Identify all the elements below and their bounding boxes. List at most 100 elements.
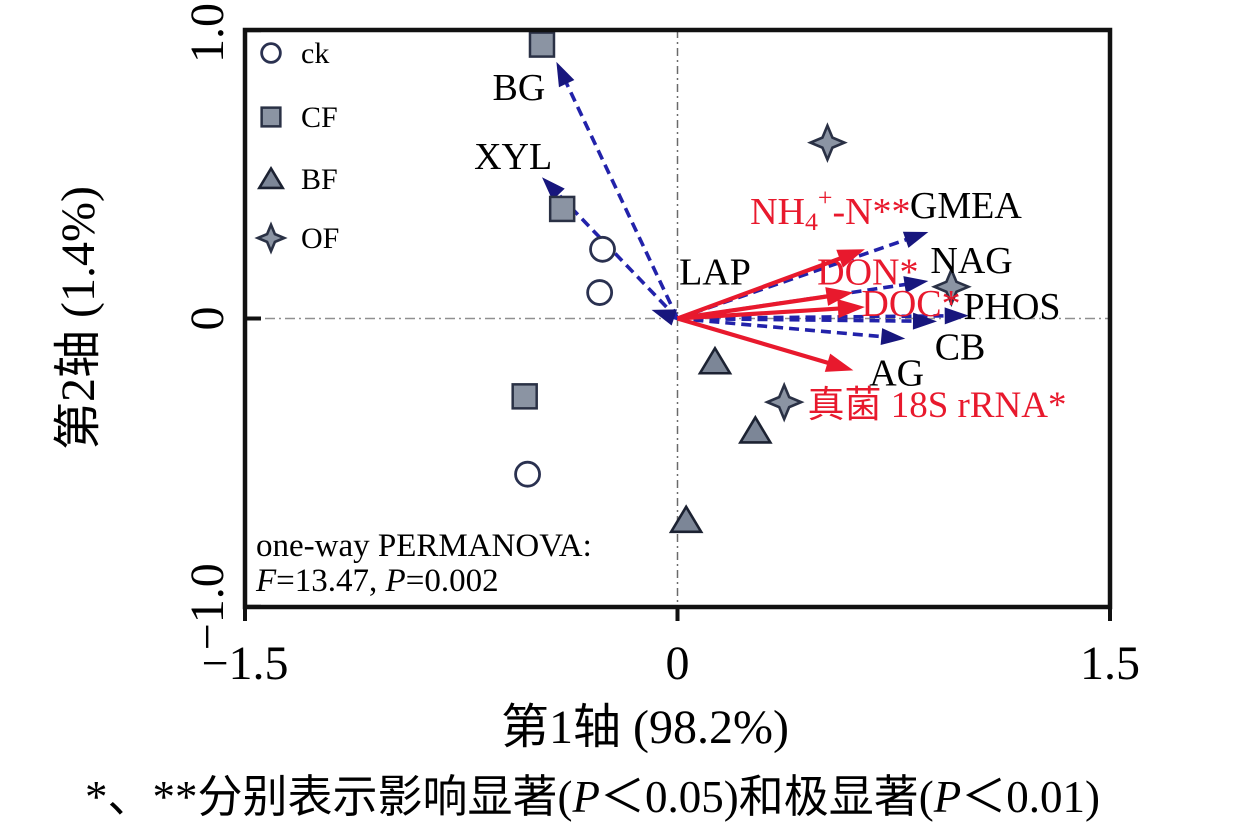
vector-GMEA-head xyxy=(902,231,929,248)
vector-label-CB-part: CB xyxy=(935,326,986,368)
x-tick-label--1.5: −1.5 xyxy=(201,637,288,690)
y-tick-label-0-part: 0 xyxy=(181,307,234,331)
data-point-BF-1 xyxy=(697,345,733,375)
x-tick-label-1.5: 1.5 xyxy=(1080,637,1140,690)
legend-marker-CF xyxy=(260,106,282,128)
permanova-line1: one-way PERMANOVA: xyxy=(256,528,592,564)
vector-DOC-shaft xyxy=(677,306,845,321)
vector-label-NAG-part: NAG xyxy=(930,240,1012,282)
data-point-BF-3 xyxy=(668,504,704,534)
permanova-line2-part: P xyxy=(385,563,406,599)
x-tick-label--1.5-part: −1.5 xyxy=(201,637,288,690)
vector-NH4-N-head xyxy=(836,249,865,268)
x-tick-label-1.5-part: 1.5 xyxy=(1080,637,1140,690)
vector-NH4-N-shaft xyxy=(676,254,847,321)
legend-label-ck: ck xyxy=(301,37,329,70)
vector-DON-shaft xyxy=(677,293,834,321)
vector-CB-head xyxy=(912,312,937,330)
vector-label-LAP: LAP xyxy=(679,251,751,293)
permanova-line2: F=13.47, P=0.002 xyxy=(255,563,499,599)
vector-BG-head xyxy=(556,61,575,88)
significance-footnote-part: P xyxy=(933,772,962,822)
vector-label-NH4-N-part: + xyxy=(818,182,833,211)
x-tick-label-0: 0 xyxy=(666,637,690,690)
data-point-CF-2 xyxy=(548,195,576,223)
y-tick-label-1-part: 1.0 xyxy=(181,3,234,63)
y-tick-label-0: 0 xyxy=(181,307,234,331)
vector-label-AG-part: AG xyxy=(869,352,924,394)
legend-label-BF: BF xyxy=(301,163,338,196)
legend-marker-ck xyxy=(260,42,282,64)
permanova-line2-part: F xyxy=(255,563,277,599)
legend-marker-BF xyxy=(257,165,285,190)
vector-label-fungal-18S-rRNA: 真菌 18S rRNA* xyxy=(807,384,1066,426)
x-tick-label-0-part: 0 xyxy=(666,637,690,690)
vector-PHOS-shaft xyxy=(677,313,951,321)
vector-label-DOC-part: DOC* xyxy=(861,283,960,325)
vector-BG-shaft xyxy=(562,77,680,320)
data-point-BF-2 xyxy=(738,414,773,444)
legend-marker-OF xyxy=(254,221,288,255)
vector-label-DOC: DOC* xyxy=(861,283,960,325)
data-point-ck-3 xyxy=(514,460,541,488)
permanova-line1-part: one-way PERMANOVA: xyxy=(256,528,592,564)
vector-DOC-head xyxy=(837,299,865,319)
vector-AG-head xyxy=(880,328,906,346)
vector-label-BG: BG xyxy=(493,67,546,109)
y-tick-label--1-part: −1.0 xyxy=(181,563,234,650)
vector-label-GMEA: GMEA xyxy=(910,185,1022,227)
data-point-ck-1 xyxy=(589,235,616,263)
vector-PHOS-head xyxy=(944,307,969,325)
vector-label-XYL-part: XYL xyxy=(474,136,552,178)
x-axis-title: 第1轴 (98.2%) xyxy=(501,701,789,754)
y-tick-label-1: 1.0 xyxy=(181,3,234,63)
vector-label-NAG: NAG xyxy=(930,240,1012,282)
data-point-OF-3 xyxy=(763,381,805,423)
vector-label-AG: AG xyxy=(869,352,924,394)
vector-label-PHOS: PHOS xyxy=(963,286,1060,328)
data-point-ck-2 xyxy=(586,279,614,306)
significance-footnote-part: ＜0.05)和极显著( xyxy=(600,772,934,822)
vector-label-NH4-N: NH4+-N** xyxy=(750,182,911,235)
legend-label-OF-part: OF xyxy=(301,222,339,255)
significance-footnote-part: *、**分别表示影响显著( xyxy=(85,772,573,822)
permanova-line2-part: =0.002 xyxy=(406,563,499,599)
x-axis-title-part: 第1轴 (98.2%) xyxy=(501,701,789,754)
legend-label-CF-part: CF xyxy=(301,101,338,134)
legend-label-OF: OF xyxy=(301,222,339,255)
legend-label-ck-part: ck xyxy=(301,37,329,70)
vector-label-XYL: XYL xyxy=(474,136,552,178)
significance-footnote: *、**分别表示影响显著(P＜0.05)和极显著(P＜0.01) xyxy=(85,772,1100,822)
vector-CB-shaft xyxy=(677,316,920,323)
vector-XYL-head xyxy=(541,177,565,201)
legend-label-CF: CF xyxy=(301,101,338,134)
vector-label-CB: CB xyxy=(935,326,986,368)
vector-label-DON: DON* xyxy=(817,251,918,293)
y-axis-title: 第2轴 (1.4%) xyxy=(52,186,105,450)
data-point-OF-2 xyxy=(931,266,972,308)
data-point-CF-1 xyxy=(528,31,556,58)
vector-label-fungal-18S-rRNA-part: 真菌 18S rRNA* xyxy=(807,384,1066,426)
vector-fungal-18S-rRNA-shaft xyxy=(676,316,835,367)
permanova-line2-part: =13.47, xyxy=(276,563,385,599)
y-tick-label--1: −1.0 xyxy=(181,563,234,650)
legend-label-BF-part: BF xyxy=(301,163,338,196)
vector-fungal-18S-rRNA-head xyxy=(824,353,854,372)
vector-NAG-head xyxy=(903,276,929,293)
data-point-OF-1 xyxy=(807,122,848,163)
vector-label-BG-part: BG xyxy=(493,67,546,109)
vector-label-NH4-N-part: NH xyxy=(750,191,805,233)
significance-footnote-part: P xyxy=(572,772,601,822)
vector-label-NH4-N-part: -N** xyxy=(832,191,910,233)
significance-footnote-part: ＜0.01) xyxy=(961,772,1100,822)
vector-DON-head xyxy=(825,287,854,306)
data-point-CF-3 xyxy=(511,383,538,410)
y-axis-title-part: 第2轴 (1.4%) xyxy=(52,186,105,450)
vector-label-LAP-part: LAP xyxy=(679,251,751,293)
vector-AG-shaft xyxy=(677,316,888,339)
vector-label-NH4-N-part: 4 xyxy=(805,206,818,235)
vector-label-GMEA-part: GMEA xyxy=(910,185,1022,227)
vector-label-DON-part: DON* xyxy=(817,251,918,293)
